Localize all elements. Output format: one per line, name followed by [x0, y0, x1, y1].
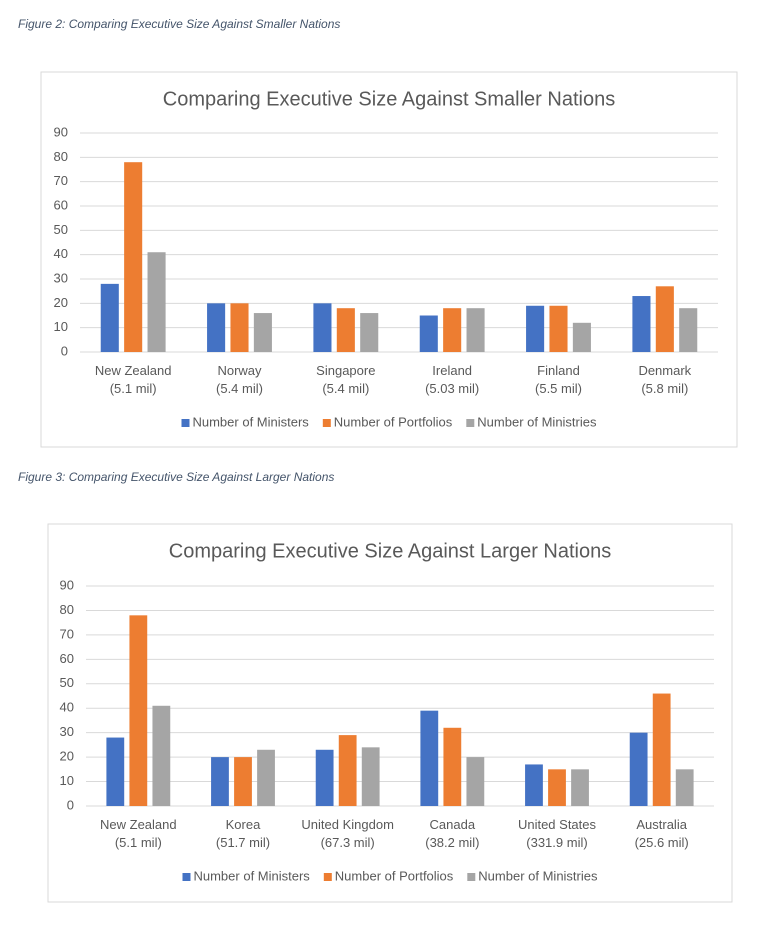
- bar: [207, 303, 226, 352]
- y-tick-label: 40: [54, 246, 68, 261]
- y-tick-label: 40: [60, 700, 74, 715]
- bar: [336, 308, 355, 352]
- x-tick-label: Ireland (5.03 mil): [425, 363, 480, 396]
- x-tick-label: Norway (5.4 mil): [216, 363, 263, 396]
- bar: [124, 162, 143, 352]
- bar: [129, 615, 148, 806]
- y-tick-label: 20: [60, 749, 74, 764]
- bar: [313, 303, 332, 352]
- legend-swatch: [467, 873, 476, 881]
- bar: [257, 749, 275, 806]
- x-tick-label-box: Finland (5.5 mil): [535, 363, 582, 396]
- figure-caption: Figure 2: Comparing Executive Size Again…: [18, 17, 340, 31]
- bar: [572, 322, 591, 352]
- legend-swatch: [182, 873, 191, 881]
- y-tick-label: 0: [61, 343, 68, 358]
- y-tick-label: 50: [54, 222, 68, 237]
- bar: [152, 705, 171, 806]
- bar: [466, 757, 485, 806]
- y-tick-label: 50: [60, 675, 74, 690]
- bar: [443, 308, 462, 352]
- y-tick-label: 80: [54, 149, 68, 164]
- bar: [655, 286, 674, 352]
- legend-label: Number of Portfolios: [335, 868, 454, 883]
- y-tick-label: 20: [54, 295, 68, 310]
- legend-swatch: [466, 419, 475, 427]
- legend-label: Number of Portfolios: [334, 414, 453, 429]
- y-tick-label: 0: [67, 797, 74, 812]
- bar: [571, 769, 589, 806]
- x-tick-label-box: New Zealand (5.1 mil): [100, 817, 177, 850]
- bar: [632, 296, 651, 352]
- y-tick-label: 90: [54, 124, 68, 139]
- y-tick-label: 70: [60, 626, 74, 641]
- x-tick-label: Singapore (5.4 mil): [316, 363, 376, 396]
- legend-label: Number of Ministries: [477, 414, 597, 429]
- y-tick-label: 10: [60, 773, 74, 788]
- y-tick-label: 30: [54, 270, 68, 285]
- x-tick-label-box: Ireland (5.03 mil): [425, 363, 480, 396]
- y-tick-label: 70: [54, 173, 68, 188]
- bar: [466, 308, 485, 352]
- x-tick-label: United Kingdom (67.3 mil): [301, 817, 394, 850]
- bar: [100, 283, 119, 352]
- bar: [675, 769, 694, 806]
- bar: [526, 305, 545, 352]
- chart-title: Comparing Executive Size Against Smaller…: [163, 88, 615, 110]
- legend-label: Number of Ministers: [193, 868, 310, 883]
- legend-swatch: [181, 419, 190, 427]
- chart-title: Comparing Executive Size Against Larger …: [169, 540, 611, 562]
- bar: [253, 313, 272, 352]
- y-tick-label: 60: [54, 197, 68, 212]
- y-tick-label: 80: [60, 602, 74, 617]
- bar: [230, 303, 249, 352]
- x-tick-label-box: United States (331.9 mil): [517, 817, 596, 850]
- x-tick-label-box: Korea (51.7 mil): [215, 817, 271, 850]
- bar: [548, 769, 566, 806]
- x-tick-label-box: Norway (5.4 mil): [216, 363, 263, 396]
- bar: [106, 737, 125, 806]
- x-tick-label: New Zealand (5.1 mil): [94, 363, 172, 396]
- bar: [361, 747, 380, 806]
- legend-label: Number of Ministries: [478, 868, 598, 883]
- x-tick-label: United States (331.9 mil): [517, 817, 596, 850]
- bar: [211, 757, 229, 806]
- bar: [360, 313, 379, 352]
- bar: [147, 252, 166, 352]
- x-tick-label-box: New Zealand (5.1 mil): [94, 363, 172, 396]
- bar: [315, 749, 334, 806]
- y-tick-label: 60: [60, 651, 74, 666]
- x-tick-label: Korea (51.7 mil): [215, 817, 271, 850]
- x-tick-label-box: Canada (38.2 mil): [425, 817, 480, 850]
- bar: [549, 305, 568, 352]
- legend-swatch: [322, 419, 331, 427]
- bar: [443, 727, 462, 806]
- y-tick-label: 90: [60, 577, 74, 592]
- bar: [338, 735, 357, 806]
- y-tick-label: 30: [60, 724, 74, 739]
- x-tick-label: Denmark (5.8 mil): [638, 363, 692, 396]
- bar: [525, 764, 543, 806]
- y-tick-label: 10: [54, 319, 68, 334]
- x-tick-label: Australia (25.6 mil): [634, 817, 689, 850]
- bar: [679, 308, 698, 352]
- bar: [419, 315, 438, 352]
- legend-swatch: [323, 873, 332, 881]
- x-tick-label: Finland (5.5 mil): [535, 363, 582, 396]
- x-tick-label: Canada (38.2 mil): [425, 817, 480, 850]
- x-tick-label-box: United Kingdom (67.3 mil): [301, 817, 394, 850]
- x-tick-label: New Zealand (5.1 mil): [100, 817, 177, 850]
- figure-caption: Figure 3: Comparing Executive Size Again…: [18, 470, 334, 484]
- bar: [234, 757, 252, 806]
- x-tick-label-box: Singapore (5.4 mil): [316, 363, 376, 396]
- bar: [629, 732, 648, 806]
- x-tick-label-box: Denmark (5.8 mil): [638, 363, 692, 396]
- bar: [652, 693, 671, 806]
- bar: [420, 710, 439, 806]
- legend-label: Number of Ministers: [192, 414, 309, 429]
- x-tick-label-box: Australia (25.6 mil): [634, 817, 689, 850]
